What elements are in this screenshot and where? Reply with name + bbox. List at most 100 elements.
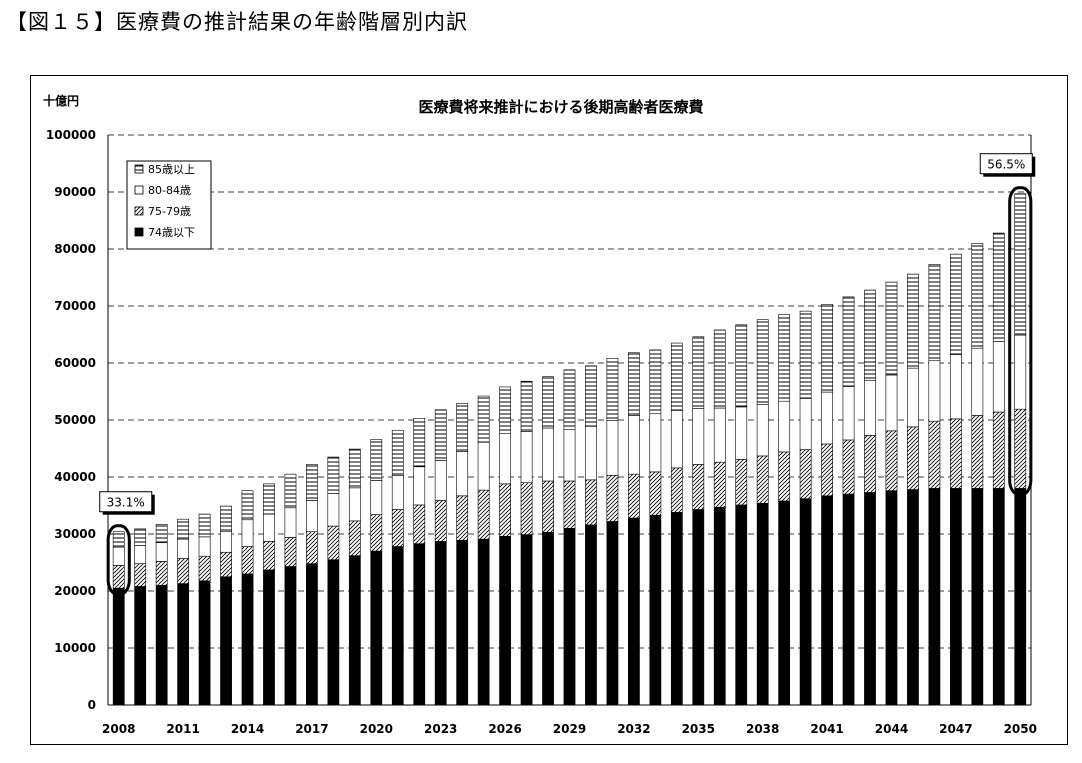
bar-segment-74歳以下 [992, 488, 1005, 706]
bar-segment-75-79歳 [306, 531, 318, 564]
legend-swatch [134, 206, 144, 216]
bar-segment-80-84歳 [649, 413, 662, 473]
bar-segment-80-84歳 [735, 406, 748, 460]
bar-segment-85歳以上 [735, 324, 748, 408]
x-tick-label: 2041 [810, 722, 843, 736]
bar-segment-80-84歳 [220, 531, 232, 553]
y-tick-label: 30000 [54, 527, 96, 541]
bar-segment-80-84歳 [177, 538, 190, 559]
bar-segment-75-79歳 [520, 482, 533, 535]
bar-segment-80-84歳 [499, 433, 511, 485]
callout-label: 33.1% [107, 496, 145, 510]
x-tick-label: 2008 [102, 722, 135, 736]
bar-segment-85歳以上 [606, 358, 619, 421]
bar-segment-74歳以下 [155, 584, 168, 706]
bar-segment-75-79歳 [885, 430, 898, 491]
highlight-ellipse [1008, 186, 1033, 496]
bar-segment-80-84歳 [155, 542, 168, 562]
bar-segment-75-79歳 [692, 464, 705, 510]
bar-segment-85歳以上 [391, 429, 404, 476]
bar-segment-80-84歳 [520, 431, 533, 483]
bar-segment-74歳以下 [434, 541, 447, 706]
bar-segment-74歳以下 [778, 500, 791, 706]
bar-segment-74歳以下 [649, 514, 662, 706]
bar-segment-75-79歳 [112, 565, 125, 589]
bar-segment-74歳以下 [971, 488, 984, 706]
bar-segment-74歳以下 [928, 488, 941, 706]
bar-segment-80-84歳 [799, 398, 812, 450]
legend-swatch [134, 164, 144, 174]
bar-segment-80-84歳 [992, 341, 1005, 413]
bar-segment-75-79歳 [434, 500, 447, 542]
bar-segment-80-84歳 [864, 380, 876, 436]
bar-segment-74歳以下 [628, 517, 640, 706]
bar-segment-85歳以上 [756, 319, 769, 405]
x-tick-label: 2011 [166, 722, 199, 736]
bar-segment-74歳以下 [348, 555, 361, 706]
bar-segment-85歳以上 [907, 273, 919, 369]
bar-segment-85歳以上 [971, 243, 984, 349]
bar-segment-80-84歳 [112, 546, 125, 566]
chart-title: 医療費将来推計における後期高齢者医療費 [418, 98, 703, 116]
bar-segment-80-84歳 [692, 408, 705, 465]
bar-segment-85歳以上 [864, 289, 876, 381]
bar-segment-85歳以上 [413, 417, 426, 468]
bars [112, 193, 1027, 706]
bar-segment-85歳以上 [327, 456, 340, 494]
bar-segment-75-79歳 [971, 415, 984, 489]
x-tick-label: 2035 [682, 722, 715, 736]
bar-segment-80-84歳 [413, 466, 426, 506]
bar-segment-75-79歳 [177, 558, 190, 584]
legend-label: 85歳以上 [148, 163, 195, 176]
legend-swatch [134, 227, 144, 237]
bar-segment-74歳以下 [306, 563, 318, 706]
bar-segment-80-84歳 [821, 391, 833, 445]
bar-segment-74歳以下 [263, 569, 275, 706]
bar-segment-85歳以上 [992, 232, 1005, 342]
bar-segment-85歳以上 [842, 296, 855, 387]
x-axis-ticks: 2008 2011 2014 2017 2020 2023 2026 2029 2032 2035… [102, 722, 1037, 736]
bar-segment-85歳以上 [713, 329, 726, 409]
bar-segment-85歳以上 [778, 314, 791, 402]
bar-segment-85歳以上 [821, 303, 833, 393]
bar-segment-75-79歳 [134, 563, 147, 587]
legend: 85歳以上 80-84歳 75-79歳 74歳以下 [126, 160, 212, 250]
y-axis-unit: 十億円 [43, 93, 79, 108]
highlight-ellipse [106, 524, 131, 596]
bar-segment-85歳以上 [198, 513, 211, 538]
bar-segment-75-79歳 [348, 520, 361, 556]
annotations: 33.1% 56.5% [99, 153, 1036, 596]
bar-segment-85歳以上 [348, 448, 361, 489]
bar-segment-75-79歳 [241, 546, 254, 575]
bar-segment-74歳以下 [542, 531, 554, 706]
bar-segment-75-79歳 [477, 489, 490, 540]
bar-segment-80-84歳 [713, 407, 726, 463]
bar-segment-75-79歳 [670, 467, 683, 513]
bar-segment-74歳以下 [756, 502, 769, 706]
bar-segment-74歳以下 [907, 489, 919, 706]
bar-segment-85歳以上 [499, 386, 511, 434]
y-tick-label: 0 [88, 698, 96, 712]
x-tick-label: 2044 [875, 722, 908, 736]
y-tick-label: 50000 [54, 413, 96, 427]
bar-segment-80-84歳 [263, 513, 275, 542]
x-tick-label: 2017 [295, 722, 328, 736]
legend-label: 80-84歳 [148, 184, 191, 197]
bar-segment-85歳以上 [434, 409, 447, 461]
bar-segment-85歳以上 [177, 518, 190, 540]
bar-segment-80-84歳 [370, 480, 383, 515]
legend-label: 75-79歳 [148, 205, 191, 218]
bar-segment-74歳以下 [585, 524, 597, 706]
bar-segment-75-79歳 [778, 451, 791, 502]
bar-segment-74歳以下 [477, 538, 490, 706]
bar-segment-80-84歳 [327, 493, 340, 527]
callout-box [99, 491, 153, 513]
bar-segment-80-84歳 [563, 429, 576, 482]
bar-segment-74歳以下 [606, 521, 619, 706]
bar-segment-75-79歳 [628, 473, 640, 519]
bar-segment-80-84歳 [756, 404, 769, 457]
bar-segment-75-79歳 [327, 525, 340, 560]
x-tick-label: 2014 [231, 722, 264, 736]
legend-label: 74歳以下 [148, 226, 195, 239]
bar-segment-85歳以上 [112, 531, 125, 548]
